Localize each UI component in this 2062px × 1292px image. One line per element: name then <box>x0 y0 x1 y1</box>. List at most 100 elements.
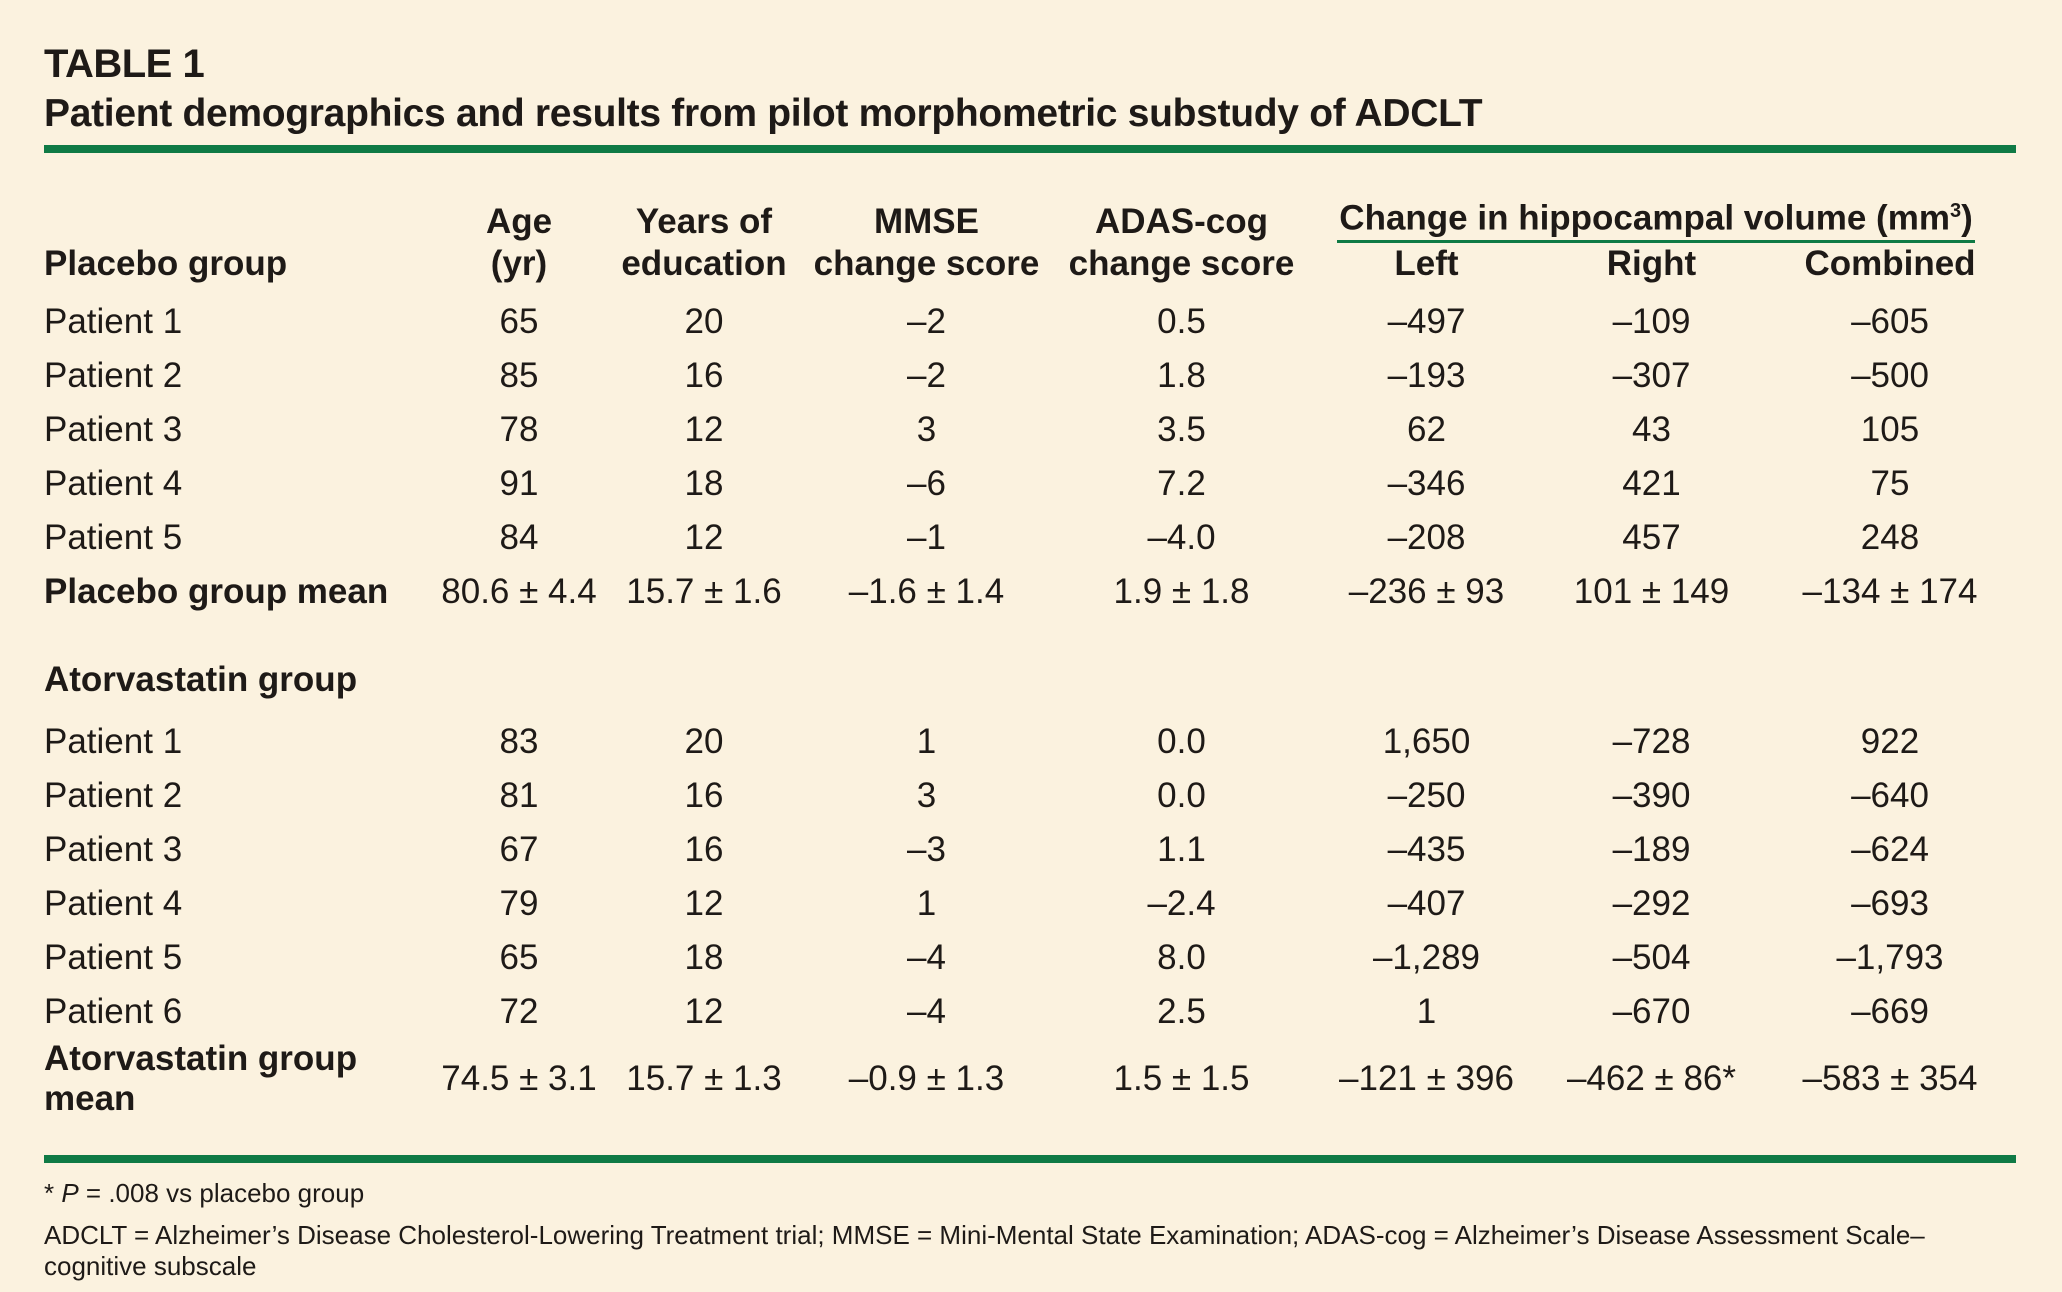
hippocampal-group-label: Change in hippocampal volume (mm <box>1339 198 1950 238</box>
mean-label: Atorvastatin group mean <box>44 1038 358 1118</box>
cell-right: –307 <box>1612 355 1691 395</box>
cell-left: –1,289 <box>1372 937 1481 977</box>
cell-right: –504 <box>1612 937 1691 977</box>
table-row: Patient 4 91 18 –6 7.2 –346 421 75 <box>44 457 2016 511</box>
cell-edu: 12 <box>684 409 724 449</box>
footnote-significance: * P = .008 vs placebo group <box>44 1178 364 1209</box>
cell-age: 84 <box>499 517 539 557</box>
cell-adas: 8.0 <box>1157 937 1206 977</box>
cell-edu: 18 <box>684 937 724 977</box>
col-right: Right <box>1606 243 1697 283</box>
col-hippocampal-group: Change in hippocampal volume (mm3) <box>1314 190 2016 243</box>
cell-mmse: –1 <box>907 517 946 557</box>
hippocampal-group-sup: 3 <box>1949 200 1962 222</box>
bottom-rule <box>44 1155 2016 1163</box>
cell-mmse: –2 <box>907 301 946 341</box>
top-rule <box>44 145 2016 153</box>
col-mmse-line2: change score <box>813 243 1040 283</box>
cell-age: 65 <box>499 937 539 977</box>
cell-age: 72 <box>499 991 539 1031</box>
cell-right: 101 ± 149 <box>1573 571 1730 611</box>
cell-mmse: –1.6 ± 1.4 <box>848 571 1005 611</box>
row-label: Patient 5 <box>44 517 183 557</box>
cell-adas: 3.5 <box>1157 409 1206 449</box>
cell-combined: 922 <box>1860 721 1920 761</box>
col-age-line1: Age <box>485 201 553 241</box>
cell-age: 79 <box>499 883 539 923</box>
cell-combined: –624 <box>1851 829 1929 869</box>
table-row: Patient 1 65 20 –2 0.5 –497 –109 –605 <box>44 295 2016 349</box>
cell-edu: 18 <box>684 463 724 503</box>
cell-left: 1 <box>1416 991 1437 1031</box>
cell-right: –462 ± 86* <box>1566 1058 1737 1098</box>
cell-edu: 16 <box>684 355 724 395</box>
cell-age: 81 <box>499 775 539 815</box>
cell-adas: 0.0 <box>1157 775 1206 815</box>
col-edu-line1: Years of <box>635 201 773 241</box>
row-label: Patient 2 <box>44 775 183 815</box>
row-label: Patient 5 <box>44 937 183 977</box>
table-row: Patient 3 78 12 3 3.5 62 43 105 <box>44 403 2016 457</box>
cell-mmse: –6 <box>907 463 946 503</box>
cell-edu: 12 <box>684 991 724 1031</box>
table-number: TABLE 1 <box>44 42 205 86</box>
row-label: Patient 1 <box>44 721 183 761</box>
cell-adas: 0.0 <box>1157 721 1206 761</box>
cell-combined: –605 <box>1851 301 1929 341</box>
cell-age: 85 <box>499 355 539 395</box>
col-combined: Combined <box>1804 243 1976 283</box>
cell-combined: 75 <box>1870 463 1910 503</box>
cell-age: 67 <box>499 829 539 869</box>
cell-mmse: –0.9 ± 1.3 <box>848 1058 1005 1098</box>
cell-mmse: –3 <box>907 829 946 869</box>
cell-adas: 1.1 <box>1157 829 1206 869</box>
cell-left: –121 ± 396 <box>1339 1058 1514 1098</box>
cell-right: –390 <box>1612 775 1691 815</box>
cell-right: –728 <box>1612 721 1691 761</box>
cell-combined: –134 ± 174 <box>1802 571 1978 611</box>
cell-right: –670 <box>1612 991 1691 1031</box>
cell-age: 74.5 ± 3.1 <box>441 1058 597 1098</box>
cell-edu: 20 <box>684 301 724 341</box>
cell-age: 65 <box>499 301 539 341</box>
col-left: Left <box>1394 243 1459 283</box>
col-edu-line2: education <box>621 243 787 283</box>
cell-right: 421 <box>1622 463 1681 503</box>
cell-left: –193 <box>1387 355 1466 395</box>
cell-right: 457 <box>1622 517 1681 557</box>
cell-left: –435 <box>1387 829 1466 869</box>
col-adas-line2: change score <box>1068 243 1295 283</box>
cell-adas: 1.5 ± 1.5 <box>1113 1058 1250 1098</box>
cell-left: –407 <box>1387 883 1466 923</box>
cell-adas: 7.2 <box>1157 463 1206 503</box>
cell-edu: 12 <box>684 883 724 923</box>
cell-combined: –1,793 <box>1836 937 1944 977</box>
row-label: Patient 3 <box>44 829 183 869</box>
header-row-2: Placebo group (yr) education change scor… <box>44 243 2016 285</box>
hippocampal-group-close: ) <box>1961 198 1973 238</box>
footnote-star: * <box>44 1178 62 1208</box>
atorvastatin-group-heading: Atorvastatin group <box>44 659 358 699</box>
footnote-p: P <box>61 1178 79 1208</box>
cell-edu: 20 <box>684 721 724 761</box>
cell-combined: 248 <box>1860 517 1920 557</box>
cell-edu: 15.7 ± 1.3 <box>626 1058 782 1098</box>
header-row-1: Age Years of MMSE ADAS-cog Change in hip… <box>44 190 2016 243</box>
cell-edu: 16 <box>684 829 724 869</box>
cell-age: 83 <box>499 721 539 761</box>
cell-age: 78 <box>499 409 539 449</box>
cell-left: –250 <box>1387 775 1466 815</box>
cell-combined: –640 <box>1851 775 1929 815</box>
cell-adas: 0.5 <box>1157 301 1206 341</box>
cell-adas: –2.4 <box>1147 883 1216 923</box>
cell-adas: –4.0 <box>1147 517 1216 557</box>
cell-edu: 15.7 ± 1.6 <box>626 571 782 611</box>
row-label: Patient 2 <box>44 355 183 395</box>
cell-adas: 1.9 ± 1.8 <box>1113 571 1250 611</box>
cell-left: 62 <box>1407 409 1446 449</box>
cell-mmse: –4 <box>907 991 946 1031</box>
col-age-line2: (yr) <box>490 243 548 283</box>
mean-row: Atorvastatin group mean 74.5 ± 3.1 15.7 … <box>44 1039 2016 1119</box>
cell-mmse: 1 <box>916 721 937 761</box>
cell-combined: –583 ± 354 <box>1802 1058 1978 1098</box>
